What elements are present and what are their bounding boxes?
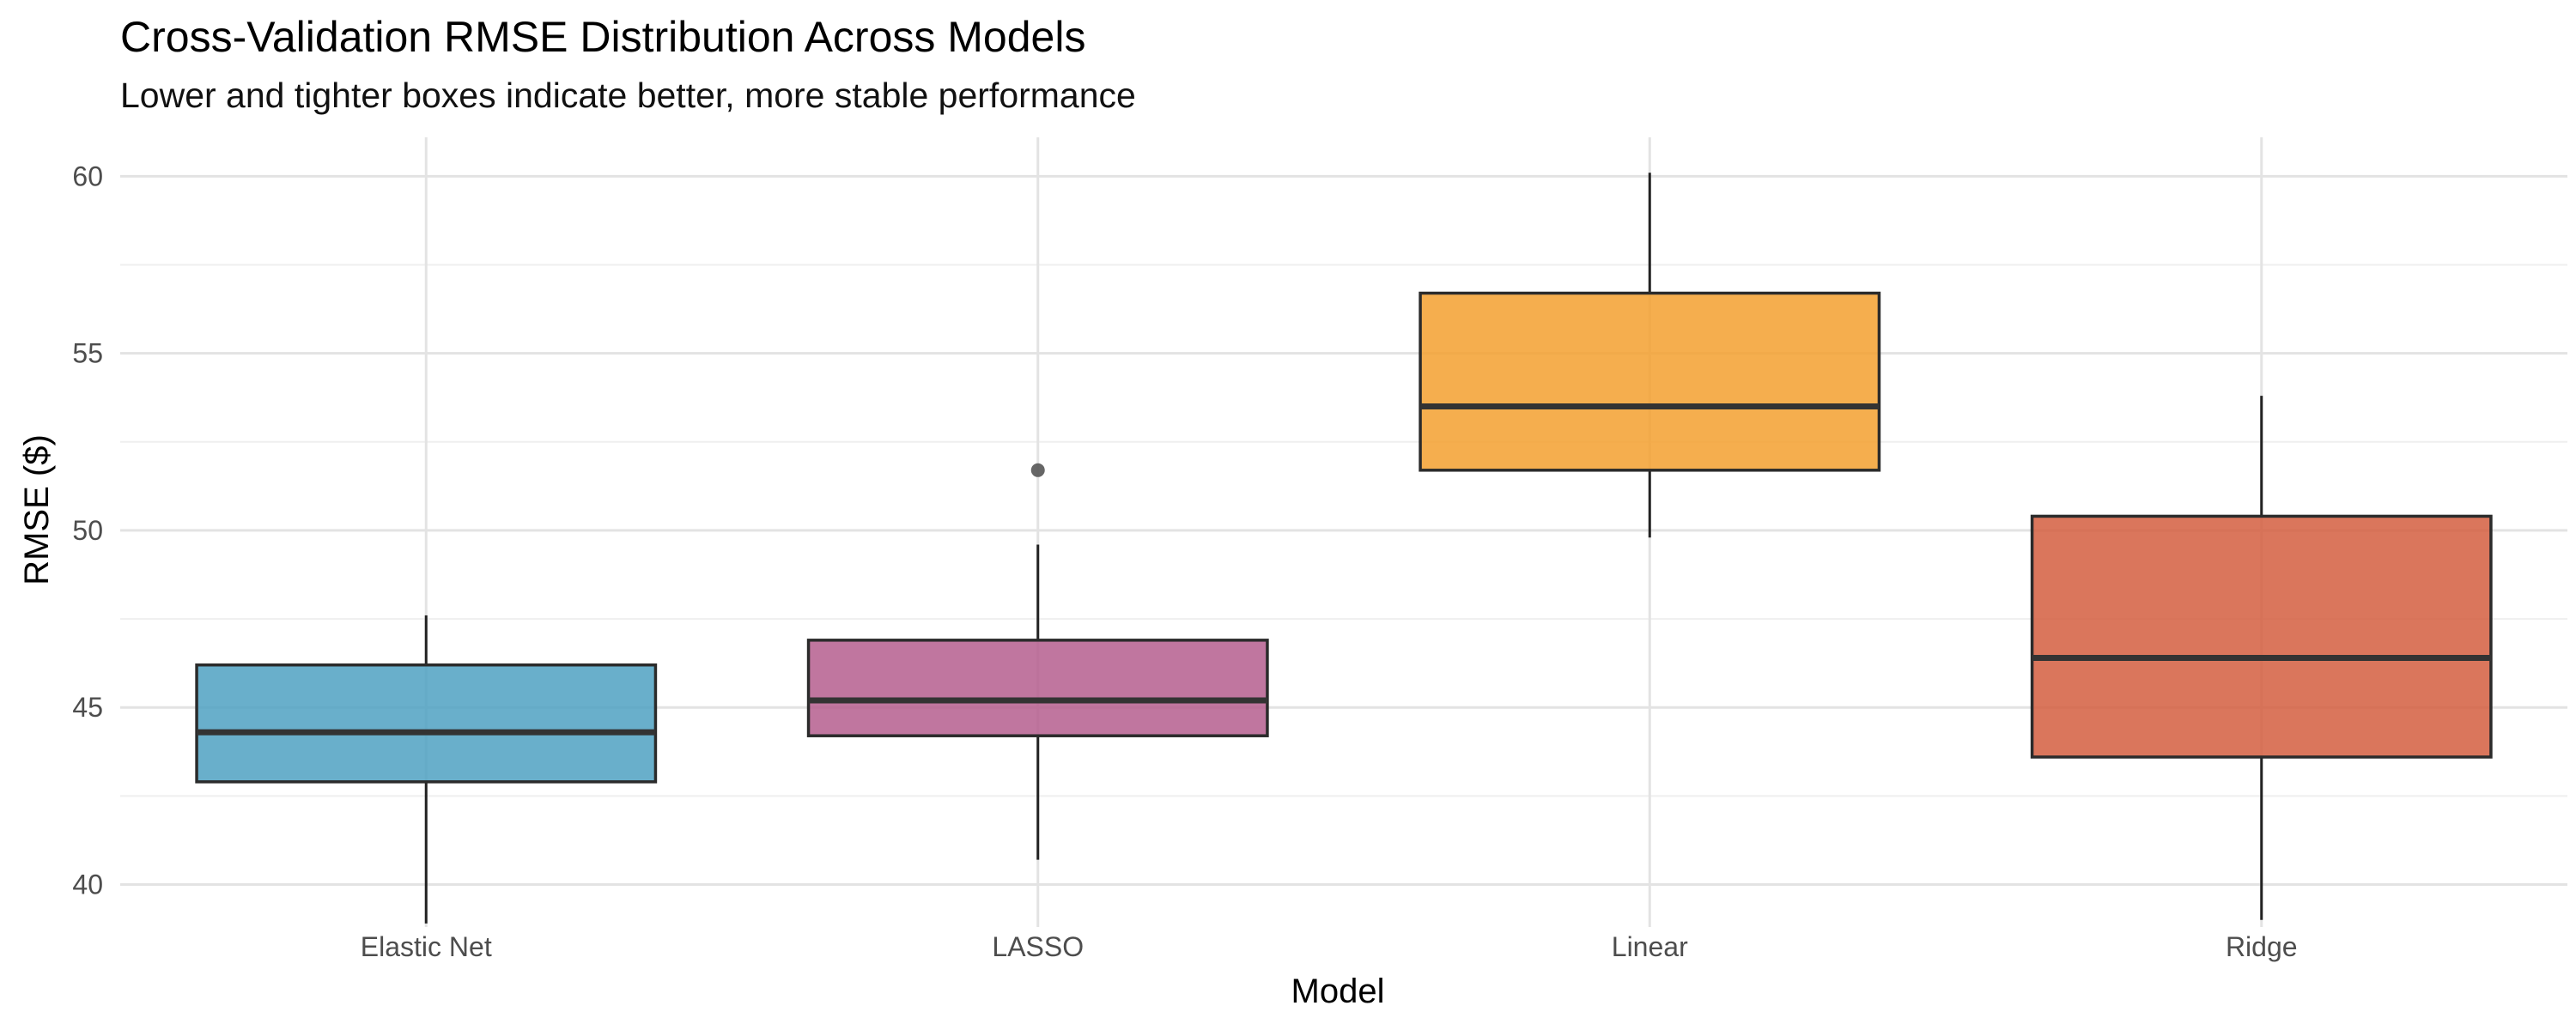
x-axis-title: Model [1291, 972, 1385, 1010]
box-iqr [1419, 291, 1881, 472]
box-linear [1419, 173, 1881, 538]
box-lasso [806, 463, 1269, 860]
y-tick-label: 60 [72, 161, 103, 191]
box-iqr [806, 639, 1269, 737]
x-tick-label: Ridge [2226, 931, 2298, 962]
y-tick-label: 40 [72, 869, 103, 900]
boxes [195, 173, 2493, 924]
y-tick-label: 50 [72, 515, 103, 546]
y-tick-label: 45 [72, 692, 103, 723]
x-tick-label: LASSO [992, 931, 1084, 962]
x-tick-label: Linear [1612, 931, 1688, 962]
chart-subtitle: Lower and tighter boxes indicate better,… [120, 76, 1136, 115]
chart-title: Cross-Validation RMSE Distribution Acros… [120, 13, 1086, 61]
box-iqr [195, 663, 658, 784]
box-ridge [2030, 396, 2493, 920]
y-tick-label: 55 [72, 338, 103, 369]
x-axis-ticks: Elastic Net LASSO Linear Ridge [361, 931, 2298, 962]
box-elastic-net [195, 615, 658, 924]
x-tick-label: Elastic Net [361, 931, 492, 962]
outlier-point [1030, 463, 1045, 477]
y-axis-title: RMSE ($) [18, 434, 56, 585]
y-axis-ticks: 40 45 50 55 60 [72, 161, 103, 900]
box-iqr [2030, 514, 2493, 759]
